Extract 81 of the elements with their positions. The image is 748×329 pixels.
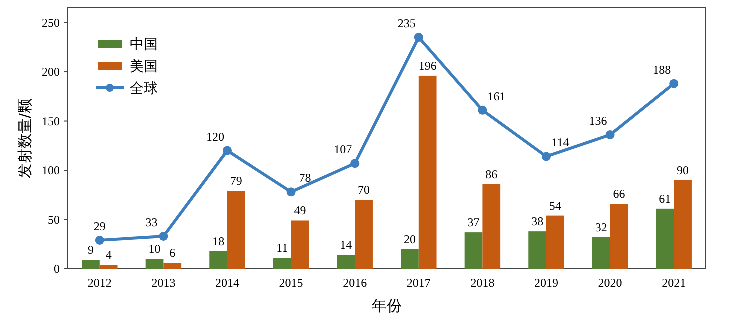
x-tick-label: 2015 <box>279 276 304 290</box>
bar <box>291 220 310 269</box>
data-label: 54 <box>549 198 562 213</box>
y-tick-label: 0 <box>54 262 60 276</box>
data-label: 49 <box>294 204 306 218</box>
y-tick-label: 150 <box>42 114 60 128</box>
data-label: 188 <box>653 62 672 77</box>
bar <box>164 263 182 269</box>
legend-label: 中国 <box>130 37 158 53</box>
data-label: 86 <box>486 167 498 182</box>
data-label: 66 <box>613 186 626 201</box>
bar <box>355 200 373 269</box>
legend-label: 美国 <box>130 59 158 75</box>
x-tick-label: 2017 <box>406 276 431 290</box>
data-label: 14 <box>340 238 352 252</box>
data-label: 38 <box>532 214 544 229</box>
data-label: 70 <box>358 183 370 198</box>
y-axis-title: 发射数量/颗 <box>16 98 34 179</box>
data-label: 161 <box>488 89 506 104</box>
point <box>350 159 360 168</box>
x-tick-label: 2012 <box>88 276 112 290</box>
point <box>95 236 104 245</box>
data-label: 6 <box>170 246 176 260</box>
data-label: 136 <box>589 114 608 128</box>
data-label: 235 <box>398 16 416 31</box>
data-label: 120 <box>206 130 224 144</box>
x-tick-label: 2019 <box>534 276 558 290</box>
point <box>478 106 488 115</box>
data-label: 196 <box>418 58 437 73</box>
data-label: 10 <box>148 242 161 256</box>
bar <box>528 232 546 269</box>
bar <box>273 258 292 269</box>
bar <box>100 265 118 269</box>
point <box>606 130 615 140</box>
x-tick-label: 2020 <box>598 276 622 290</box>
data-label: 9 <box>88 243 94 258</box>
bar <box>337 255 356 269</box>
bar <box>418 76 437 269</box>
y-tick-label: 50 <box>48 212 60 227</box>
data-label: 37 <box>468 216 480 230</box>
legend-label: 全球 <box>130 81 158 97</box>
point <box>286 188 296 197</box>
point <box>542 152 551 162</box>
point <box>414 33 424 42</box>
bar <box>546 216 564 269</box>
point <box>670 79 679 88</box>
data-label: 107 <box>334 142 352 157</box>
data-label: 33 <box>146 216 158 230</box>
x-tick-label: 2018 <box>470 276 495 290</box>
bar <box>82 260 100 269</box>
data-label: 29 <box>94 219 106 234</box>
data-label: 32 <box>595 220 608 234</box>
x-tick-label: 2021 <box>662 276 686 290</box>
y-tick-label: 250 <box>42 16 60 30</box>
data-label: 90 <box>677 163 690 178</box>
bar <box>401 249 419 269</box>
data-label: 79 <box>230 174 242 188</box>
y-tick-label: 200 <box>42 65 60 80</box>
x-axis-title: 年份 <box>372 297 402 315</box>
x-tick-label: 2013 <box>152 276 176 290</box>
data-label: 11 <box>276 241 288 256</box>
data-label: 114 <box>552 136 570 150</box>
data-label: 18 <box>212 234 225 248</box>
data-label: 4 <box>106 248 112 262</box>
bar <box>228 191 246 269</box>
data-label: 61 <box>659 192 672 206</box>
data-label: 78 <box>299 171 312 186</box>
bar <box>482 184 501 269</box>
bar <box>592 237 610 269</box>
bar <box>656 208 674 269</box>
data-label: 20 <box>404 232 416 246</box>
point <box>223 146 232 156</box>
bar <box>146 259 164 269</box>
bar <box>464 232 483 269</box>
y-tick-label: 100 <box>42 164 60 178</box>
bar <box>210 251 228 269</box>
bar <box>674 180 692 269</box>
x-tick-label: 2014 <box>216 276 240 290</box>
point <box>159 232 168 241</box>
bar <box>610 204 628 269</box>
x-tick-label: 2016 <box>343 276 368 290</box>
